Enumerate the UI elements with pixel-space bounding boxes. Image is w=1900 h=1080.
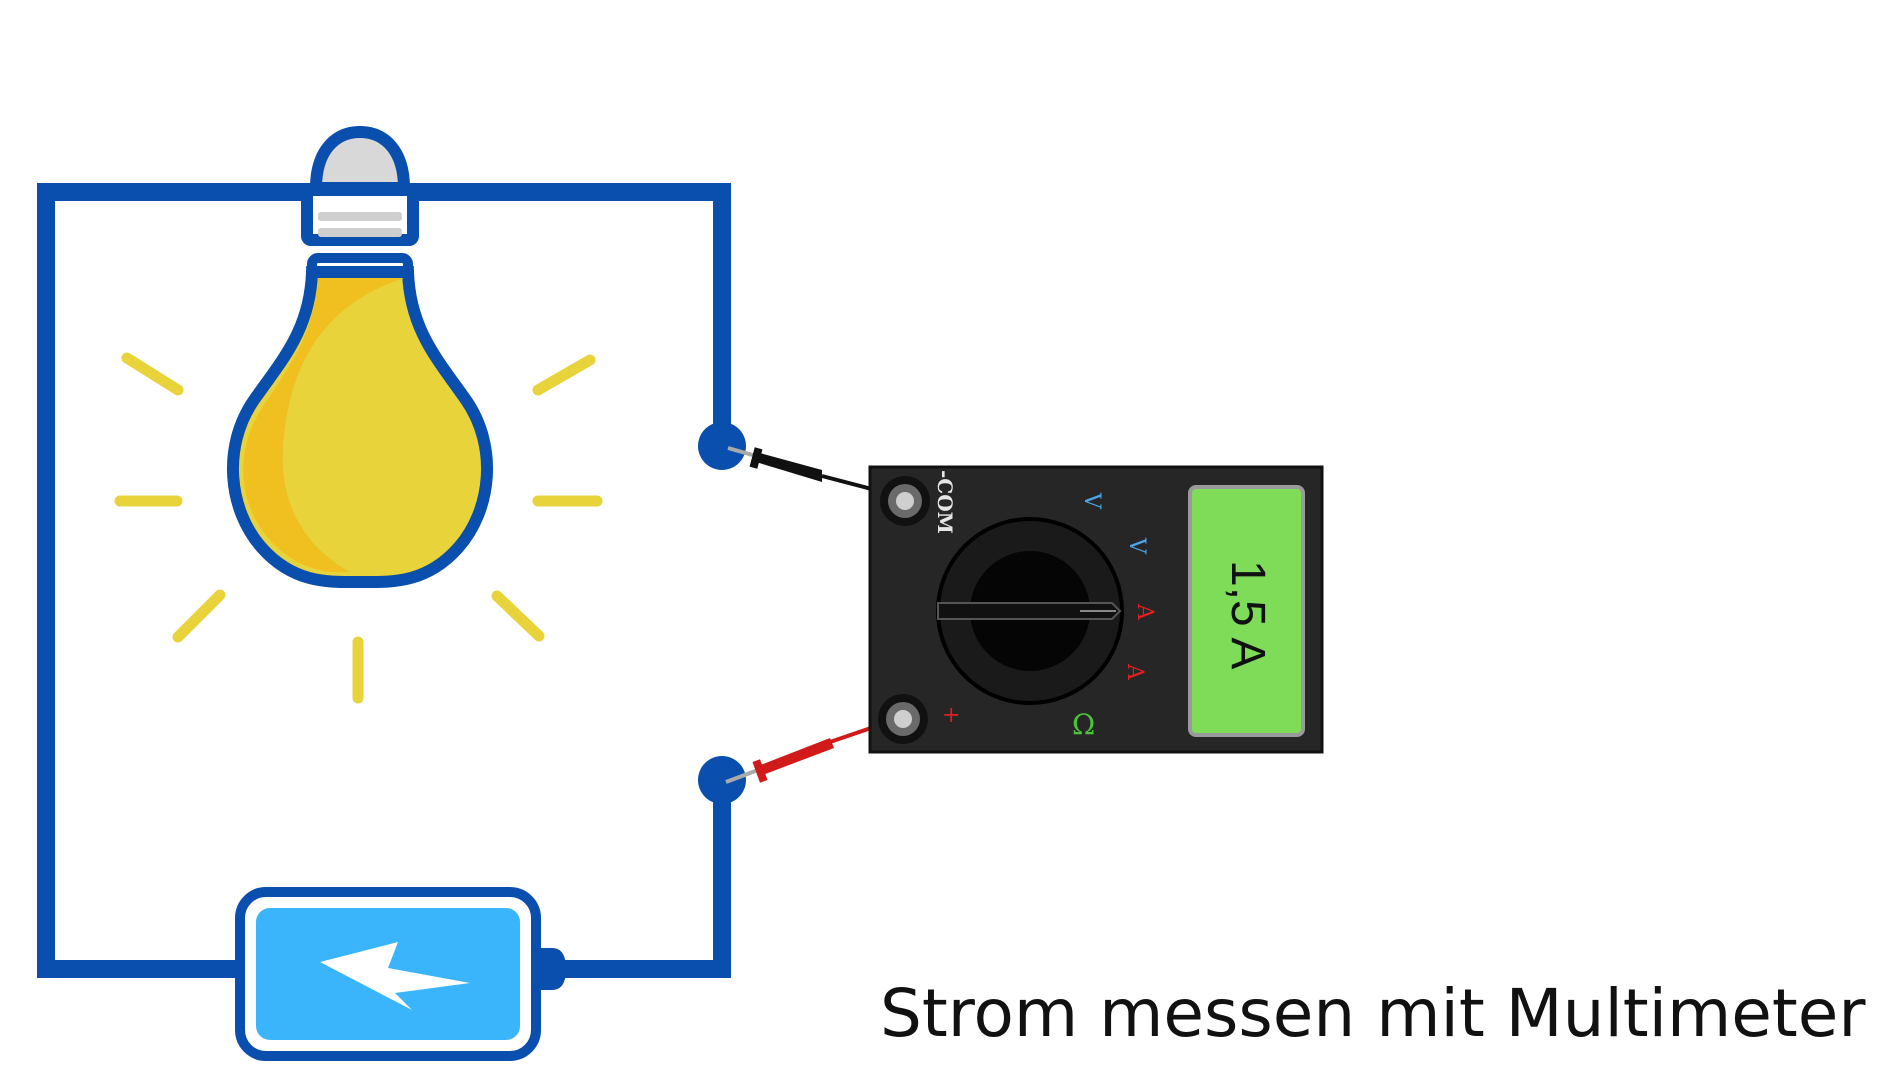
terminal-com-label: -COM — [933, 470, 957, 534]
terminal-com — [880, 476, 930, 526]
multimeter-icon: -COM + V V A A Ω 1,5 A — [868, 465, 1324, 754]
dial-label-dc-volt: V — [1079, 492, 1104, 510]
battery-icon — [235, 887, 566, 1061]
dial-label-ohm: Ω — [1072, 708, 1095, 741]
terminal-plus — [878, 694, 928, 744]
dial-label-ac-volt: V — [1124, 537, 1149, 555]
light-rays — [114, 352, 603, 704]
lcd-screen — [1188, 485, 1305, 737]
light-bulb-icon — [114, 125, 603, 704]
lightning-bolt-icon — [320, 942, 470, 1010]
battery-terminal — [538, 948, 566, 990]
bulb-cap — [309, 125, 411, 194]
bulb-shade — [243, 278, 404, 573]
test-probe-icon — [756, 452, 822, 482]
bulb-glass — [227, 266, 493, 589]
wire-terminal-bottom — [698, 756, 746, 804]
wire-terminal-top — [698, 422, 746, 470]
caption-title: Strom messen mit Multimeter — [880, 975, 1866, 1052]
test-probe-icon — [758, 738, 834, 776]
terminal-plus-label: + — [942, 703, 960, 728]
dial-label-ac-amp: A — [1122, 663, 1147, 681]
dial-label-dc-amp: A — [1132, 603, 1157, 621]
circuit-wire — [37, 183, 731, 978]
lcd-display-value: 1,5 A — [1221, 560, 1274, 669]
rotary-dial-icon[interactable] — [936, 517, 1124, 705]
